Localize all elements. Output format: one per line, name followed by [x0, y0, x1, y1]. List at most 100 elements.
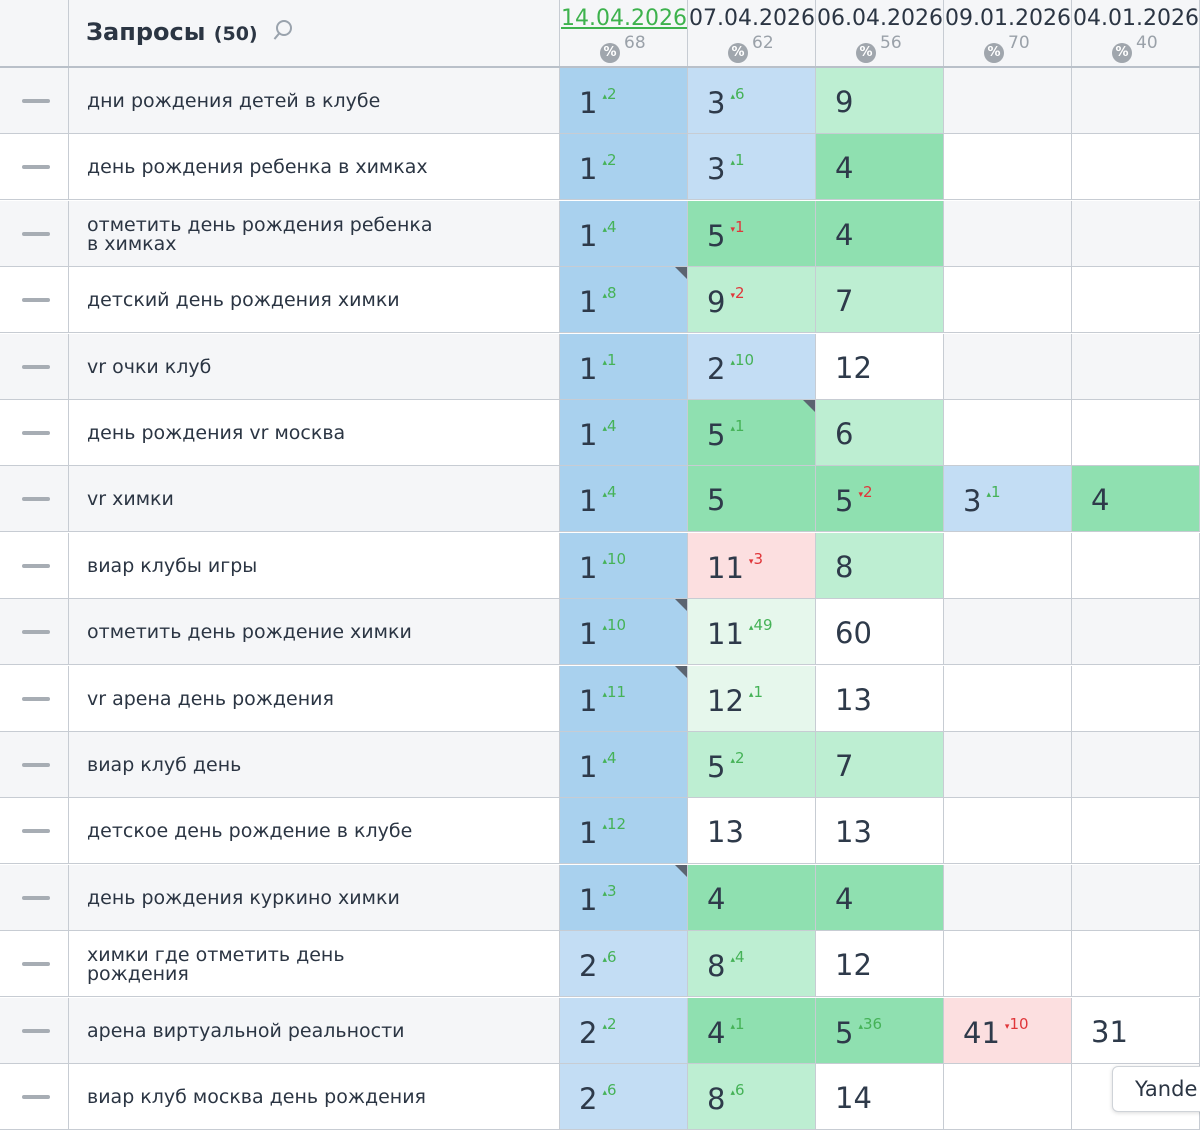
query-line: vr арена день рождения: [87, 687, 334, 710]
collapse-dash-icon[interactable]: [22, 895, 50, 900]
query-line: рождения: [87, 963, 189, 986]
position-cell: [944, 267, 1072, 333]
date-label[interactable]: 06.04.2026: [817, 6, 943, 31]
position-delta: 1: [986, 483, 1000, 501]
collapse-dash-icon[interactable]: [22, 165, 50, 170]
position-value: 13: [835, 815, 872, 849]
position-value: 13: [579, 882, 617, 917]
collapse-dash-icon[interactable]: [22, 696, 50, 701]
collapse-dash-icon[interactable]: [22, 630, 50, 635]
position-value: 12 1: [707, 683, 763, 718]
position-delta: 2: [730, 284, 744, 302]
position-number: 1: [579, 484, 598, 519]
collapse-dash-icon[interactable]: [22, 298, 50, 303]
position-cell: [1072, 532, 1200, 598]
query-cell: день рождения куркино химки: [69, 864, 560, 930]
position-delta: 4: [602, 483, 616, 501]
query-text[interactable]: отметить день рождение химки: [87, 623, 437, 642]
position-cell: 52: [688, 732, 816, 797]
row-control-cell: [0, 599, 69, 665]
collapse-dash-icon[interactable]: [22, 1028, 50, 1033]
query-text[interactable]: отметить день рождения ребенка в химках: [87, 215, 437, 254]
collapse-dash-icon[interactable]: [22, 962, 50, 967]
position-value: 26: [579, 948, 617, 983]
row-control-cell: [0, 532, 69, 598]
collapse-dash-icon[interactable]: [22, 231, 50, 236]
position-cell: [944, 732, 1072, 797]
date-label[interactable]: 07.04.2026: [689, 6, 815, 31]
position-number: 2: [579, 1015, 598, 1050]
query-text[interactable]: детское день рождение в клубе: [87, 822, 437, 841]
query-text[interactable]: дни рождения детей в клубе: [87, 92, 437, 111]
position-value: 36: [707, 85, 745, 120]
query-line: детский день рождения химки: [87, 289, 400, 312]
table-row: арена виртуальной реальности 22 41 536 41 10 3…: [0, 997, 1200, 1064]
queries-count: (50): [213, 23, 258, 45]
table-row: vr очки клуб1121012: [0, 333, 1200, 400]
collapse-dash-icon[interactable]: [22, 563, 50, 568]
query-line: день рождения vr москва: [87, 422, 346, 444]
position-number: 1: [579, 816, 598, 851]
date-label[interactable]: 09.01.2026: [945, 6, 1071, 31]
query-text[interactable]: vr очки клуб: [87, 357, 437, 377]
collapse-dash-icon[interactable]: [22, 1095, 50, 1099]
query-text[interactable]: арена виртуальной реальности: [87, 1019, 437, 1042]
position-value: 13: [835, 683, 872, 717]
position-number: 41: [963, 1015, 1000, 1050]
query-text[interactable]: виар клуб москва день рождения: [87, 1088, 437, 1107]
position-delta: 2: [858, 483, 872, 501]
position-number: 13: [707, 815, 744, 850]
position-cell: 51: [688, 200, 816, 266]
percent-value: 40: [1136, 33, 1158, 53]
position-cell: 12 1: [688, 665, 816, 731]
visibility-percent: % 56: [856, 33, 902, 63]
position-delta: 1: [730, 218, 744, 236]
position-number: 6: [835, 417, 854, 451]
collapse-dash-icon[interactable]: [22, 829, 50, 834]
table-row: день рождения куркино химки 13 4 4: [0, 864, 1200, 931]
query-text[interactable]: виар клубы игры: [87, 556, 437, 576]
position-number: 60: [835, 616, 872, 651]
query-text[interactable]: детский день рождения химки: [87, 291, 437, 310]
collapse-dash-icon[interactable]: [22, 763, 50, 767]
date-label[interactable]: 04.01.2026: [1073, 6, 1199, 31]
position-value: 14: [579, 483, 617, 518]
query-text[interactable]: виар клуб день: [87, 756, 437, 775]
position-cell: [1072, 68, 1200, 133]
query-line: арена виртуальной реальности: [87, 1019, 405, 1042]
collapse-dash-icon[interactable]: [22, 99, 50, 103]
position-cell: 5: [688, 466, 816, 532]
position-value: 110: [579, 616, 626, 651]
position-cell: 12: [560, 134, 688, 200]
position-delta: 49: [749, 616, 773, 634]
query-cell: виар клуб москва день рождения: [69, 1064, 560, 1129]
query-text[interactable]: день рождения ребенка в химках: [87, 158, 437, 177]
position-delta: 1: [730, 417, 744, 435]
position-number: 1: [579, 550, 598, 585]
position-number: 7: [835, 284, 854, 319]
collapse-dash-icon[interactable]: [22, 364, 50, 369]
query-text[interactable]: день рождения куркино химки: [87, 888, 437, 908]
position-cell: [1072, 798, 1200, 864]
query-text[interactable]: день рождения vr москва: [87, 424, 437, 443]
search-icon[interactable]: [275, 20, 292, 36]
table-row: отметить день рождение химки 110 11 49 60: [0, 599, 1200, 666]
query-text[interactable]: vr химки: [87, 490, 437, 509]
position-number: 5: [835, 1015, 854, 1050]
row-control-cell: [0, 68, 69, 133]
position-delta: 8: [602, 284, 616, 302]
query-text[interactable]: vr арена день рождения: [87, 687, 437, 710]
position-value: 12: [835, 948, 872, 982]
queries-title-label: Запросы: [86, 18, 206, 46]
row-control-cell: [0, 200, 69, 266]
date-label[interactable]: 14.04.2026: [561, 6, 687, 31]
query-cell: детский день рождения химки: [69, 267, 560, 333]
collapse-dash-icon[interactable]: [22, 431, 50, 435]
collapse-dash-icon[interactable]: [22, 497, 50, 502]
position-delta: 2: [602, 1015, 616, 1033]
position-number: 1: [579, 86, 598, 120]
query-text[interactable]: химки где отметить день рождения: [87, 946, 437, 984]
position-cell: [944, 798, 1072, 864]
